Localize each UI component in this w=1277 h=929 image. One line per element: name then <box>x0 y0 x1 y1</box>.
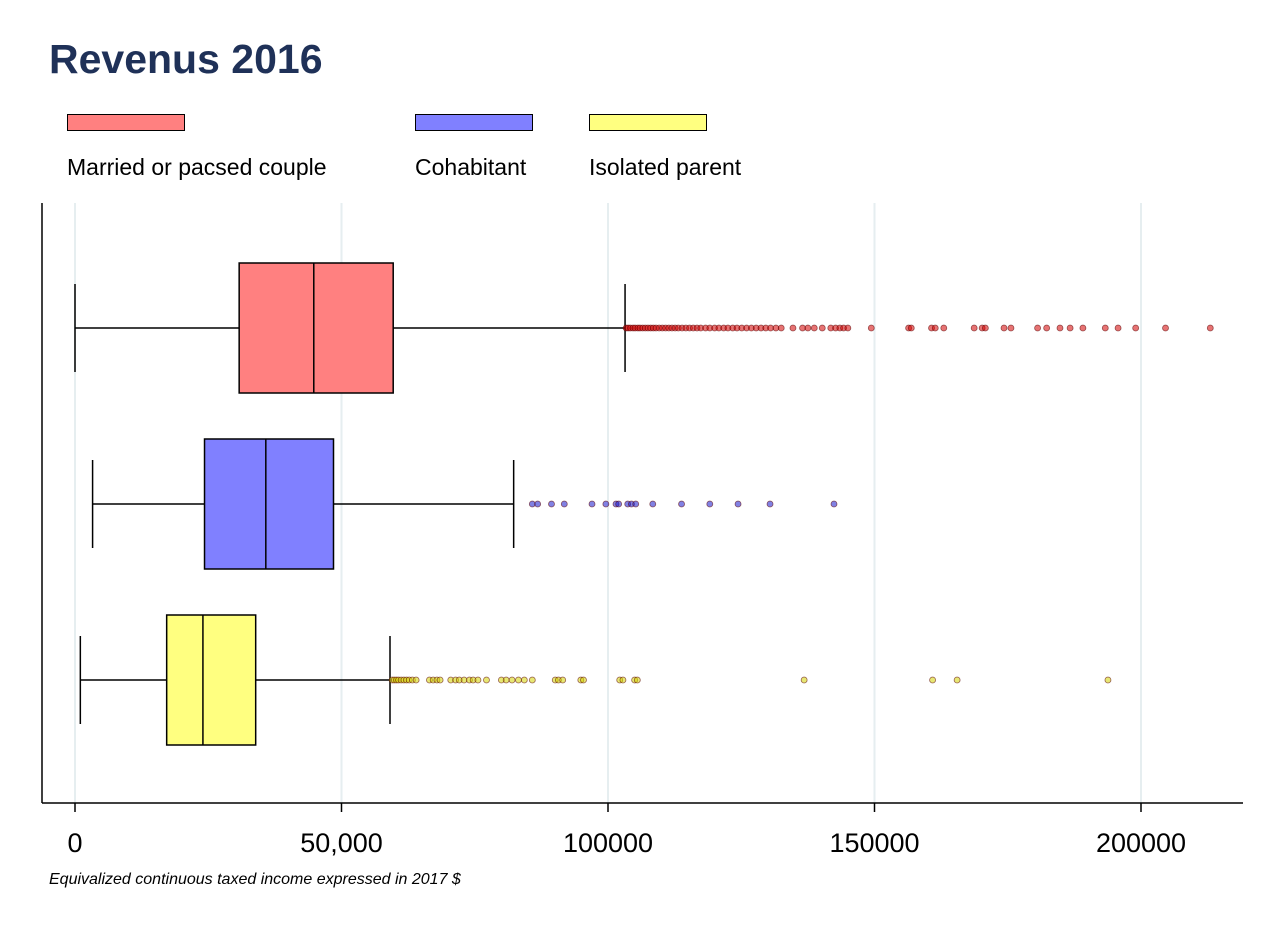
legend-label-married: Married or pacsed couple <box>67 154 327 180</box>
outlier-point <box>1056 324 1064 332</box>
outlier-point <box>844 324 852 332</box>
outlier-point <box>953 676 961 684</box>
legend-label-isolated: Isolated parent <box>589 154 742 180</box>
outlier-point <box>1162 324 1169 332</box>
outlier-point <box>508 676 516 684</box>
outlier-point <box>1066 324 1074 332</box>
outlier-point <box>520 676 528 684</box>
legend-item-cohabitant: Cohabitant <box>415 114 533 180</box>
legend-swatch-married <box>67 114 185 131</box>
chart-title: Revenus 2016 <box>49 36 323 82</box>
outlier-point <box>548 500 555 508</box>
outlier-point <box>602 500 610 508</box>
outlier-point <box>981 324 989 332</box>
outlier-point <box>970 324 978 332</box>
outlier-point <box>734 500 742 508</box>
legend-label-cohabitant: Cohabitant <box>415 154 527 180</box>
outlier-point <box>615 500 623 508</box>
outlier-point <box>560 500 568 508</box>
box-series-0 <box>74 262 1214 394</box>
outlier-point <box>436 676 444 684</box>
x-axis-label: Equivalized continuous taxed income expr… <box>49 871 461 888</box>
outlier-point <box>818 324 826 332</box>
outlier-point <box>580 676 587 684</box>
outlier-point <box>1132 324 1140 332</box>
outlier-point <box>907 324 915 332</box>
outlier-point <box>534 500 542 508</box>
outlier-point <box>1101 324 1109 332</box>
outlier-point <box>1079 324 1087 332</box>
outlier-point <box>632 500 640 508</box>
outlier-point <box>1104 676 1112 684</box>
outlier-point <box>633 676 641 684</box>
outlier-point <box>502 676 510 684</box>
iqr-box <box>203 438 335 570</box>
legend-swatch-cohabitant <box>415 114 533 131</box>
outlier-point <box>940 324 948 332</box>
x-tick-label: 100000 <box>563 828 653 858</box>
outlier-point <box>1043 324 1051 332</box>
outlier-point <box>789 324 797 332</box>
outlier-point <box>588 500 596 508</box>
outlier-point <box>1206 324 1214 332</box>
outlier-point <box>766 500 774 508</box>
box-series-1 <box>91 438 838 570</box>
iqr-box <box>238 262 394 394</box>
x-tick-label: 0 <box>67 828 82 858</box>
outlier-point <box>678 500 685 508</box>
outlier-point <box>1034 324 1041 332</box>
outlier-point <box>559 676 567 684</box>
x-tick-label: 50,000 <box>300 828 383 858</box>
outlier-point <box>706 500 714 508</box>
legend-swatch-isolated <box>589 114 707 131</box>
x-tick-labels: 0 50,000 100000 150000 200000 <box>67 828 1186 858</box>
outlier-point <box>528 676 536 684</box>
legend-item-married: Married or pacsed couple <box>67 114 327 180</box>
box-series-2 <box>79 614 1112 746</box>
x-tick-label: 150000 <box>829 828 919 858</box>
axes <box>41 203 1243 812</box>
outlier-point <box>619 676 627 684</box>
outlier-point <box>830 500 838 508</box>
outlier-point <box>412 676 420 684</box>
outlier-point <box>1007 324 1015 332</box>
outlier-point <box>1114 324 1122 332</box>
outlier-point <box>474 676 482 684</box>
x-tick-label: 200000 <box>1096 828 1186 858</box>
outlier-point <box>777 324 785 332</box>
outlier-point <box>804 324 812 332</box>
iqr-box <box>165 614 257 746</box>
outlier-point <box>810 324 818 332</box>
outlier-point <box>649 500 657 508</box>
outlier-point <box>800 676 808 684</box>
boxes <box>74 262 1214 746</box>
outlier-point <box>1000 324 1008 332</box>
outlier-point <box>929 676 936 684</box>
outlier-point <box>483 676 490 684</box>
outlier-point <box>867 324 875 332</box>
legend-item-isolated: Isolated parent <box>589 114 741 180</box>
outlier-point <box>931 324 939 332</box>
outlier-point <box>515 676 522 684</box>
